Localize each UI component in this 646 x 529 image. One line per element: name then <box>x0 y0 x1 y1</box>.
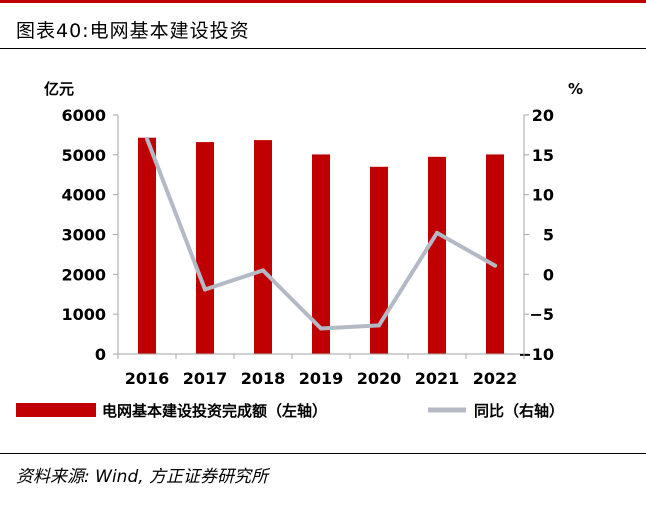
bar-2022 <box>486 154 504 354</box>
axes-layer: 600050004000300020001000020151050−5−1020… <box>61 106 554 388</box>
x-tick-label-2020: 2020 <box>357 369 402 388</box>
bottom-rule <box>0 453 646 454</box>
bar-2017 <box>196 142 214 354</box>
yoy-point-2019 <box>319 326 323 331</box>
yoy-point-2021 <box>435 230 439 235</box>
yoy-point-2016 <box>145 136 149 141</box>
right-tick-label: −5 <box>529 305 554 324</box>
left-tick-label: 5000 <box>61 146 106 165</box>
yoy-point-2017 <box>203 287 207 292</box>
legend: 电网基本建设投资完成额（左轴） 同比（右轴） <box>16 402 564 420</box>
right-tick-label: 10 <box>532 186 554 205</box>
right-tick-label: 15 <box>532 146 554 165</box>
left-tick-label: 4000 <box>61 186 106 205</box>
bars-layer <box>138 137 504 354</box>
legend-label-line: 同比（右轴） <box>474 402 564 420</box>
left-tick-label: 2000 <box>61 265 106 284</box>
left-tick-label: 1000 <box>61 305 106 324</box>
yoy-point-2022 <box>493 263 497 268</box>
right-axis-unit: % <box>568 80 583 98</box>
bar-2021 <box>428 156 446 354</box>
yoy-point-2020 <box>377 323 381 328</box>
yoy-point-2018 <box>261 268 265 273</box>
x-tick-label-2018: 2018 <box>241 369 286 388</box>
legend-swatch-bar <box>16 403 96 417</box>
bar-2016 <box>138 137 156 354</box>
x-tick-label-2016: 2016 <box>125 369 170 388</box>
x-tick-label-2021: 2021 <box>415 369 460 388</box>
top-rule <box>0 0 646 3</box>
bar-2019 <box>312 154 330 354</box>
bar-2020 <box>370 166 388 354</box>
line-layer <box>145 136 497 331</box>
source-note: 资料来源: Wind, 方正证券研究所 <box>16 467 269 487</box>
x-tick-label-2017: 2017 <box>183 369 228 388</box>
left-tick-label: 6000 <box>61 106 106 125</box>
right-tick-label: 5 <box>543 226 554 245</box>
right-tick-label: −10 <box>518 345 554 364</box>
bar-2018 <box>254 140 272 354</box>
left-tick-label: 0 <box>95 345 106 364</box>
figure-title: 图表40:电网基本建设投资 <box>16 20 250 42</box>
left-tick-label: 3000 <box>61 226 106 245</box>
x-tick-label-2019: 2019 <box>299 369 344 388</box>
right-tick-label: 20 <box>532 106 554 125</box>
right-tick-label: 0 <box>543 265 554 284</box>
x-tick-label-2022: 2022 <box>473 369 518 388</box>
left-axis-unit: 亿元 <box>44 80 74 98</box>
title-rule <box>0 48 646 49</box>
legend-label-bar: 电网基本建设投资完成额（左轴） <box>102 402 327 420</box>
